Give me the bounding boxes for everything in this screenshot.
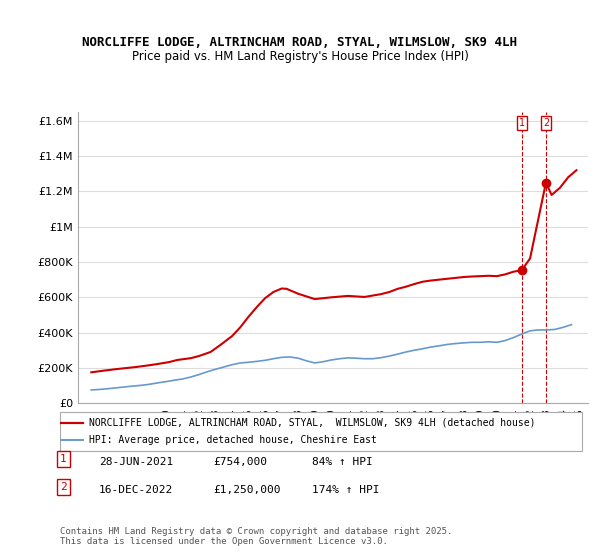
Text: 16-DEC-2022: 16-DEC-2022 <box>99 485 173 495</box>
Text: Price paid vs. HM Land Registry's House Price Index (HPI): Price paid vs. HM Land Registry's House … <box>131 50 469 63</box>
Text: £1,250,000: £1,250,000 <box>213 485 281 495</box>
Text: 174% ↑ HPI: 174% ↑ HPI <box>312 485 380 495</box>
Text: Contains HM Land Registry data © Crown copyright and database right 2025.
This d: Contains HM Land Registry data © Crown c… <box>60 526 452 546</box>
Text: 84% ↑ HPI: 84% ↑ HPI <box>312 457 373 467</box>
Text: NORCLIFFE LODGE, ALTRINCHAM ROAD, STYAL,  WILMSLOW, SK9 4LH (detached house): NORCLIFFE LODGE, ALTRINCHAM ROAD, STYAL,… <box>89 418 535 428</box>
Text: 2: 2 <box>543 118 549 128</box>
Text: NORCLIFFE LODGE, ALTRINCHAM ROAD, STYAL, WILMSLOW, SK9 4LH: NORCLIFFE LODGE, ALTRINCHAM ROAD, STYAL,… <box>83 36 517 49</box>
Text: £754,000: £754,000 <box>213 457 267 467</box>
Text: 1: 1 <box>519 118 525 128</box>
Text: HPI: Average price, detached house, Cheshire East: HPI: Average price, detached house, Ches… <box>89 435 377 445</box>
FancyBboxPatch shape <box>60 412 582 451</box>
Text: 28-JUN-2021: 28-JUN-2021 <box>99 457 173 467</box>
Text: 2: 2 <box>60 482 67 492</box>
Text: 1: 1 <box>60 454 67 464</box>
